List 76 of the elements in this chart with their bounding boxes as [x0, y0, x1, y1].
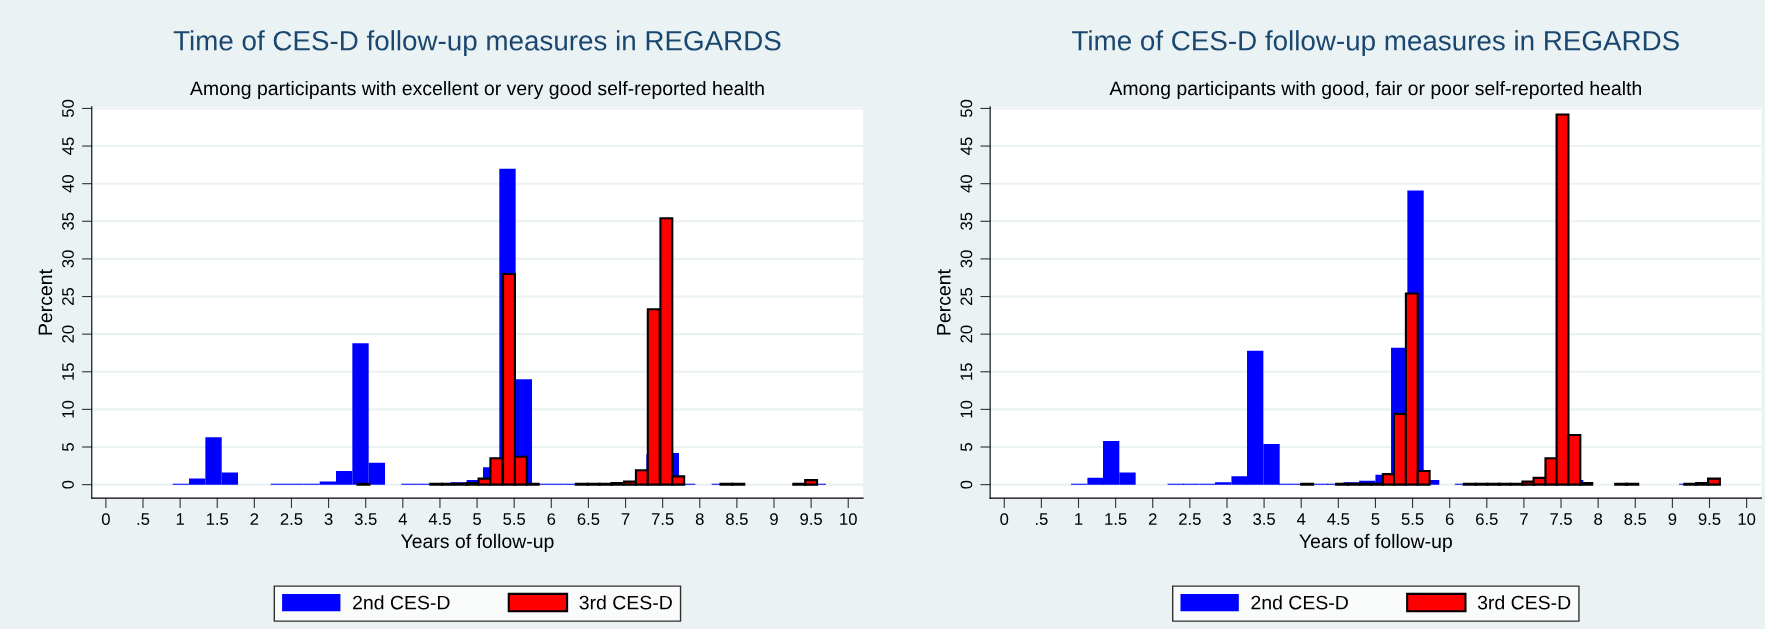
x-tick-label: 7 — [621, 513, 630, 525]
y-tick-label: 35 — [62, 212, 74, 230]
x-tick-label: 8.5 — [726, 513, 748, 525]
x-tick-label: 7 — [1520, 513, 1528, 525]
x-tick-label: 2.5 — [280, 513, 303, 525]
y-tick-label: 45 — [62, 137, 74, 155]
legend-label: 3rd CES-D — [579, 595, 672, 610]
x-tick-label: 9 — [770, 513, 778, 525]
x-tick-label: 4 — [1296, 513, 1306, 525]
x-tick-label: 10 — [1738, 513, 1756, 525]
x-axis-title: Years of follow-up — [1299, 533, 1452, 552]
x-tick-label: 6 — [1445, 513, 1454, 525]
legend-label: 2nd CES-D — [353, 595, 450, 610]
y-tick-label: 30 — [62, 250, 74, 268]
chart-title: Time of CES-D follow-up measures in REGARDS — [173, 30, 781, 57]
chart-subtitle: Among participants with good, fair or poor self-reported health — [1109, 80, 1641, 100]
x-tick-label: 8 — [695, 513, 704, 525]
x-tick-label: 4.5 — [1327, 513, 1350, 525]
x-tick-label: 7.5 — [651, 513, 674, 525]
y-tick-label: 40 — [62, 175, 74, 193]
x-tick-label: 2.5 — [1179, 513, 1201, 525]
x-tick-label: 7.5 — [1550, 513, 1572, 525]
chart-subtitle: Among participants with excellent or very good self-reported health — [189, 80, 764, 100]
y-tick-label: 15 — [960, 363, 973, 380]
y-tick-label: 35 — [960, 212, 973, 230]
y-tick-label: 5 — [960, 443, 973, 451]
x-tick-label: 1 — [176, 513, 184, 525]
y-tick-label: 50 — [960, 99, 973, 118]
legend-label: 3rd CES-D — [1477, 595, 1571, 610]
chart-title: Time of CES-D follow-up measures in REGARDS — [1072, 30, 1679, 57]
x-tick-label: 5.5 — [1401, 513, 1424, 525]
x-tick-label: 1.5 — [206, 513, 229, 525]
x-tick-label: 4.5 — [428, 513, 451, 525]
y-tick-label: 30 — [960, 250, 973, 268]
x-tick-label: 5 — [1371, 513, 1380, 525]
x-tick-label: 9.5 — [1698, 513, 1721, 525]
y-tick-label: 10 — [62, 400, 74, 418]
x-tick-label: 9.5 — [800, 513, 823, 525]
y-tick-label: 25 — [960, 287, 973, 305]
y-tick-label: 15 — [62, 363, 74, 380]
y-axis-title: Percent — [38, 269, 53, 335]
x-tick-label: 1.5 — [1105, 513, 1127, 525]
y-tick-label: 20 — [960, 325, 973, 343]
x-tick-label: 8 — [1594, 513, 1603, 525]
x-tick-label: 3 — [324, 513, 333, 525]
x-tick-label: 5 — [473, 513, 481, 525]
x-tick-label: 6 — [547, 513, 556, 525]
y-tick-label: 50 — [62, 99, 74, 118]
x-tick-label: .5 — [137, 513, 150, 525]
x-tick-label: 3.5 — [1253, 513, 1275, 525]
x-tick-label: 9 — [1668, 513, 1677, 525]
y-tick-label: 0 — [62, 480, 74, 489]
x-tick-label: 0 — [1000, 513, 1009, 525]
x-axis-title: Years of follow-up — [400, 533, 554, 552]
x-tick-label: 6.5 — [577, 513, 600, 525]
x-tick-label: 3.5 — [354, 513, 377, 525]
x-tick-label: 6.5 — [1476, 513, 1498, 525]
x-tick-label: 2 — [1148, 513, 1157, 525]
y-tick-label: 5 — [62, 443, 74, 451]
y-axis-title: Percent — [937, 269, 951, 335]
y-tick-label: 10 — [960, 400, 973, 418]
x-tick-label: 8.5 — [1624, 513, 1647, 525]
x-tick-label: 3 — [1222, 513, 1231, 525]
x-tick-label: .5 — [1035, 513, 1048, 525]
y-tick-label: 45 — [960, 137, 973, 155]
y-tick-label: 25 — [62, 287, 74, 305]
x-tick-label: 10 — [840, 513, 857, 525]
y-tick-label: 20 — [62, 325, 74, 343]
x-tick-label: 1 — [1075, 513, 1083, 525]
y-tick-label: 0 — [960, 480, 973, 489]
x-tick-label: 5.5 — [503, 513, 526, 525]
legend-label: 2nd CES-D — [1251, 595, 1348, 610]
x-tick-label: 4 — [398, 513, 407, 525]
x-tick-label: 2 — [250, 513, 259, 525]
y-tick-label: 40 — [960, 175, 973, 193]
x-tick-label: 0 — [101, 513, 110, 525]
